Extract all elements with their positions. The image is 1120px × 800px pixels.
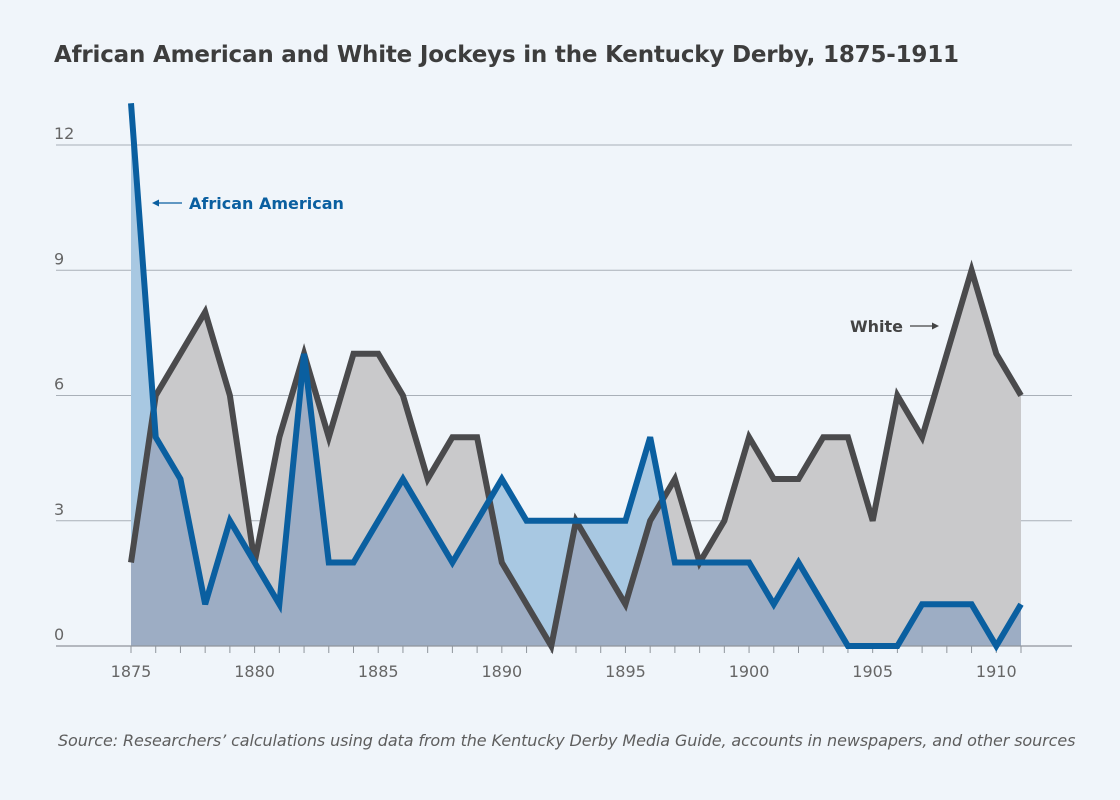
x-tick-label-1900: 1900 [729,662,770,681]
y-tick-label-3: 3 [54,500,64,519]
line-african-american [128,103,1024,652]
tick-labels: 0 3 6 9 12 1875 1880 1885 1890 1895 1900 1905 1910 [54,124,1017,681]
arrowhead-white [932,322,939,330]
x-tick-label-1910: 1910 [976,662,1017,681]
y-tick-label-6: 6 [54,375,64,394]
x-tick-label-1885: 1885 [358,662,399,681]
x-tick-label-1875: 1875 [111,662,152,681]
x-tick-label-1890: 1890 [481,662,522,681]
x-axis [56,645,1072,653]
annotation-white: White [850,317,903,336]
y-tick-label-9: 9 [54,249,64,268]
annotation-african-american: African American [189,194,344,213]
line-chart: 0 3 6 9 12 1875 1880 1885 1890 1895 1900 1905 1910 A… [54,103,1072,681]
arrowhead-african-american [152,199,159,207]
x-tick-label-1895: 1895 [605,662,646,681]
annotations: African American White [152,194,939,336]
x-tick-label-1905: 1905 [852,662,893,681]
y-tick-label-12: 12 [54,124,74,143]
chart-source: Source: Researchers’ calculations using … [58,731,1076,750]
chart-title: African American and White Jockeys in th… [54,42,959,68]
y-tick-label-0: 0 [54,625,64,644]
x-tick-label-1880: 1880 [234,662,275,681]
area-fills [131,103,1021,646]
series-lines [128,103,1024,655]
